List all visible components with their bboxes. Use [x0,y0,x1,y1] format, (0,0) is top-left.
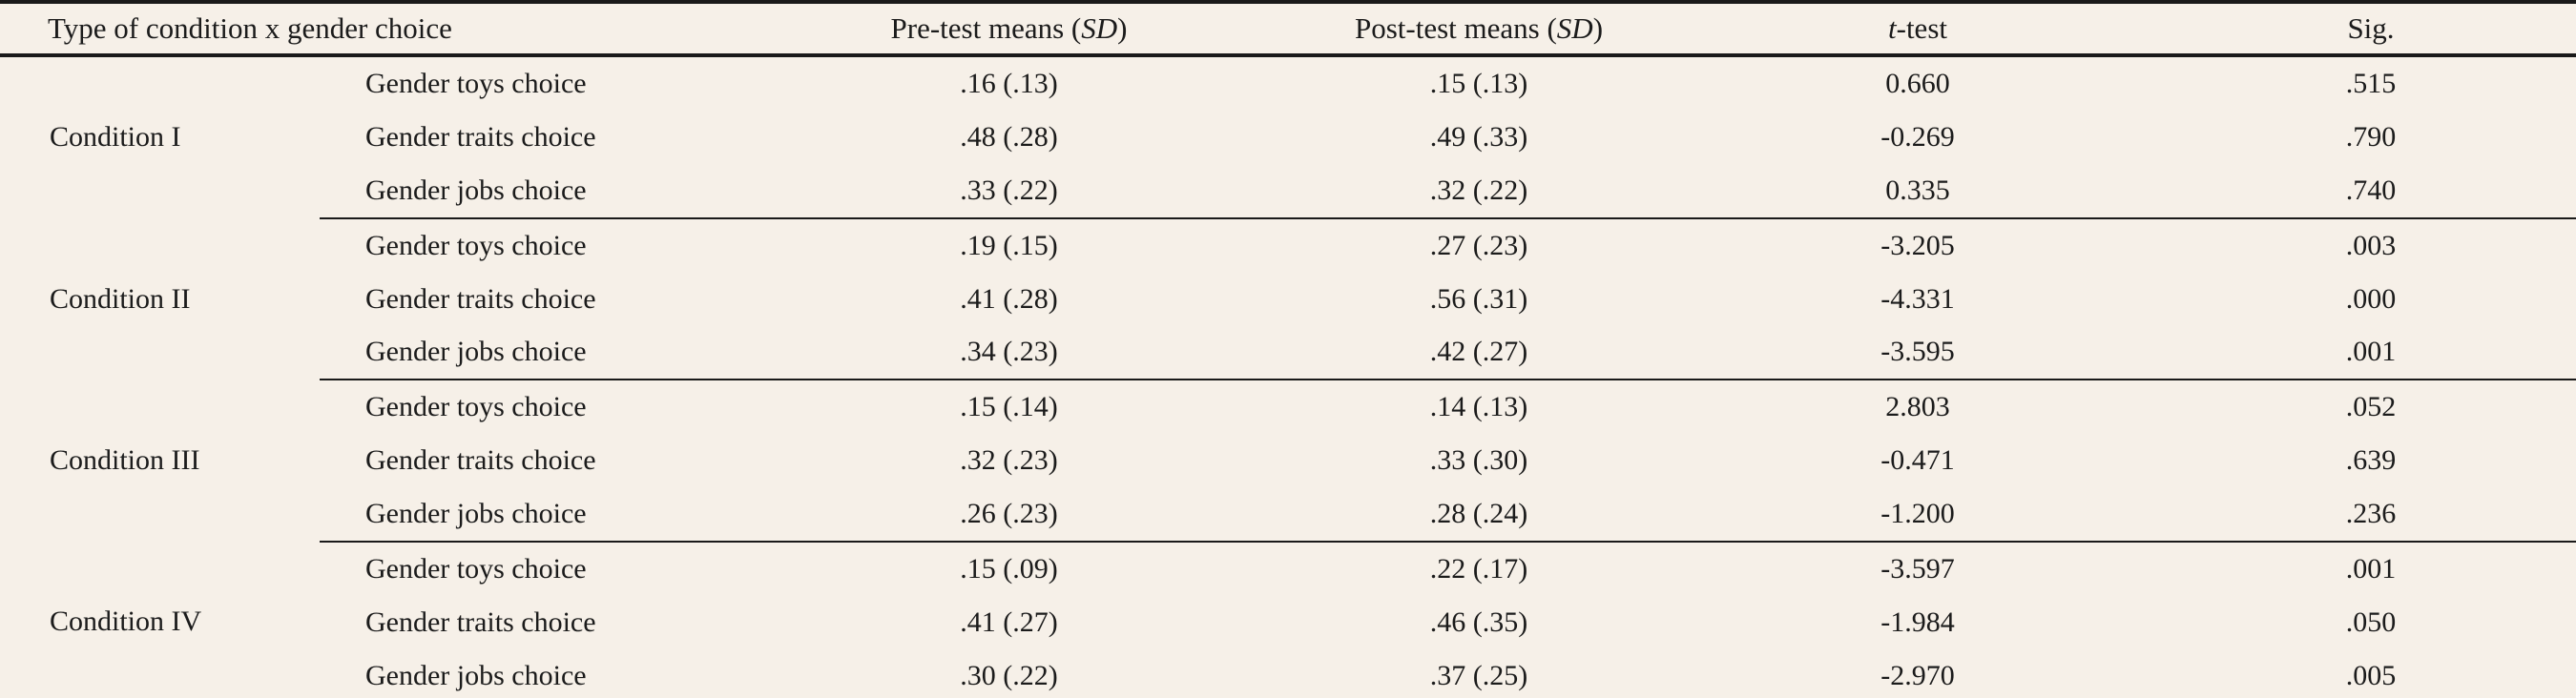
pre-test-value: .15 (.14) [960,391,1058,423]
sig-value: .000 [2345,282,2397,315]
t-test-value: -1.984 [1880,606,1955,638]
t-test-value: -3.205 [1880,229,1955,261]
pre-test-value: .48 (.28) [960,120,1058,153]
header-post-test-sd: SD [1556,11,1593,45]
table-row: Condition II Gender toys choice .19 (.15… [0,218,2576,315]
pre-test-value: .30 (.22) [960,659,1058,691]
choice-label: Gender jobs choice [365,659,587,691]
t-test-value: -3.597 [1880,552,1955,585]
table-row: Gender traits choice .32 (.23) .33 (.30)… [0,434,2576,487]
header-t-test-t: t [1888,11,1897,45]
header-pre-test-sd: SD [1081,11,1118,45]
pre-test-value: .26 (.23) [730,487,1288,544]
post-test-value: .37 (.25) [1429,659,1528,691]
sig-value: .001 [2345,552,2397,585]
header-pre-test-close: ) [1117,11,1128,45]
sig-value: .515 [2345,67,2397,99]
sig-value: .740 [2166,163,2576,219]
table-row: Gender jobs choice .26 (.23) .28 (.24) -… [0,487,2576,544]
sig-value: .639 [2345,444,2397,477]
header-pre-test: Pre-test means (SD) [730,2,1288,57]
pre-test-value: .34 (.23) [730,325,1288,381]
header-type-of-condition: Type of condition x gender choice [0,2,730,57]
choice-label: Gender jobs choice [320,163,730,219]
table-row: Gender traits choice .41 (.28) .56 (.31)… [0,273,2576,326]
header-t-test-label: -test [1896,11,1947,45]
post-test-value: .46 (.35) [1429,606,1528,638]
t-test-value: 0.660 [1885,67,1950,99]
header-sig-label: Sig. [2347,11,2395,45]
header-post-test: Post-test means (SD) [1288,2,1670,57]
header-type-of-condition-label: Type of condition x gender choice [48,11,452,45]
post-test-value: .56 (.31) [1429,282,1528,315]
sig-value: .003 [2345,229,2397,261]
sig-value: .001 [2166,325,2576,381]
condition-label: Condition IV [50,606,202,638]
header-sig: Sig. [2166,2,2576,57]
sig-value: .236 [2166,487,2576,544]
condition-label: Condition III [50,444,200,477]
pre-test-value: .19 (.15) [960,229,1058,261]
post-test-value: .33 (.30) [1429,444,1528,477]
t-test-value: -4.331 [1880,282,1955,315]
table-row: Gender jobs choice .33 (.22) .32 (.22) 0… [0,163,2576,219]
choice-label: Gender toys choice [365,552,587,585]
choice-label: Gender traits choice [365,282,596,315]
pre-test-value: .41 (.28) [960,282,1058,315]
t-test-value: -3.595 [1670,325,2166,381]
choice-label: Gender jobs choice [320,487,730,544]
table-row: Gender jobs choice .34 (.23) .42 (.27) -… [0,325,2576,381]
post-test-value: .27 (.23) [1429,229,1528,261]
post-test-value: .28 (.24) [1288,487,1670,544]
header-post-test-label: Post-test means ( [1354,11,1557,45]
sig-value: .790 [2345,120,2397,153]
sig-value: .050 [2345,606,2397,638]
post-test-value: .15 (.13) [1429,67,1528,99]
table-row: Condition IV Gender toys choice .15 (.09… [0,542,2576,637]
table-row: Condition I Gender toys choice .16 (.13)… [0,55,2576,153]
table-row: Condition III Gender toys choice .15 (.1… [0,380,2576,476]
table-row: Gender traits choice .41 (.27) .46 (.35)… [0,596,2576,649]
table-row: Gender traits choice .48 (.28) .49 (.33)… [0,111,2576,164]
t-test-value: -0.471 [1880,444,1955,477]
t-test-value: -0.269 [1880,120,1955,153]
table-header-row: Type of condition x gender choice Pre-te… [0,2,2576,57]
pre-test-value: .33 (.22) [730,163,1288,219]
pre-test-value: .32 (.23) [960,444,1058,477]
choice-label: Gender toys choice [365,67,587,99]
condition-label: Condition I [50,121,181,154]
header-pre-test-label: Pre-test means ( [890,11,1082,45]
sig-value: .052 [2345,391,2397,423]
t-test-value: -1.200 [1670,487,2166,544]
sig-value: .005 [2345,659,2397,691]
header-post-test-close: ) [1592,11,1604,45]
post-test-value: .14 (.13) [1429,391,1528,423]
choice-label: Gender traits choice [365,120,596,153]
pre-test-value: .16 (.13) [960,67,1058,99]
pre-test-value: .15 (.09) [960,552,1058,585]
choice-label: Gender toys choice [365,229,587,261]
post-test-value: .49 (.33) [1429,120,1528,153]
post-test-value: .42 (.27) [1288,325,1670,381]
t-test-value: -2.970 [1880,659,1955,691]
condition-label: Condition II [50,282,191,315]
choice-label: Gender toys choice [365,391,587,423]
table-row: Gender jobs choice .30 (.22) .37 (.25) -… [0,649,2576,698]
choice-label: Gender traits choice [365,606,596,638]
post-test-value: .22 (.17) [1429,552,1528,585]
post-test-value: .32 (.22) [1288,163,1670,219]
t-test-value: 0.335 [1670,163,2166,219]
choice-label: Gender traits choice [365,444,596,477]
t-test-value: 2.803 [1885,391,1950,423]
pre-test-value: .41 (.27) [960,606,1058,638]
choice-label: Gender jobs choice [320,325,730,381]
header-t-test: t-test [1670,2,2166,57]
